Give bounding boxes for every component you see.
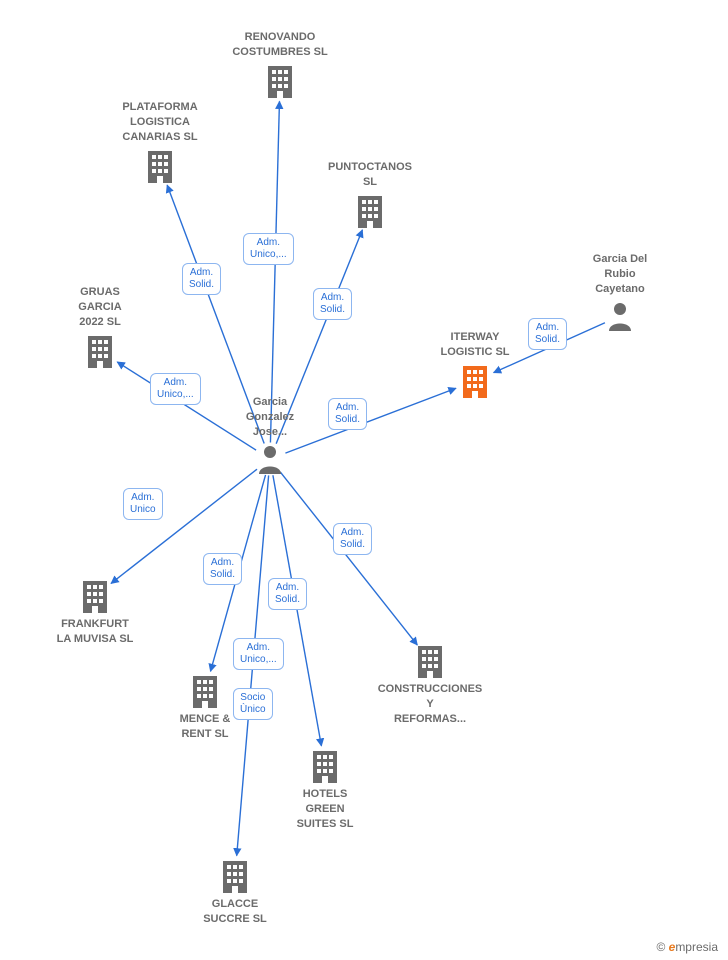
node-label: CONSTRUCCIONES Y REFORMAS... xyxy=(365,682,495,727)
building-icon xyxy=(260,749,390,783)
edge-line xyxy=(280,472,417,645)
node-puntoctanos: PUNTOCTANOS SL xyxy=(305,160,435,232)
node-gruas: GRUAS GARCIA 2022 SL xyxy=(35,285,165,372)
building-icon xyxy=(30,579,160,613)
edge-label: Socio Ùnico xyxy=(233,688,273,720)
edge-label: Adm. Solid. xyxy=(182,263,221,295)
node-label: PUNTOCTANOS SL xyxy=(305,160,435,190)
person-icon xyxy=(555,301,685,331)
node-iterway: ITERWAY LOGISTIC SL xyxy=(410,330,540,402)
node-label: RENOVANDO COSTUMBRES SL xyxy=(215,30,345,60)
node-label: PLATAFORMA LOGISTICA CANARIAS SL xyxy=(95,100,225,145)
edge-label: Adm. Unico xyxy=(123,488,163,520)
node-frankfurt: FRANKFURT LA MUVISA SL xyxy=(30,575,160,647)
node-renovando: RENOVANDO COSTUMBRES SL xyxy=(215,30,345,102)
building-icon xyxy=(410,364,540,398)
building-icon xyxy=(95,149,225,183)
edge-label: Adm. Unico,... xyxy=(233,638,284,670)
node-label: GLACCE SUCCRE SL xyxy=(170,897,300,927)
edge-label: Adm. Unico,... xyxy=(243,233,294,265)
node-label: Garcia Gonzalez Jose... xyxy=(205,395,335,440)
building-icon xyxy=(365,644,495,678)
building-icon xyxy=(305,194,435,228)
node-hotels: HOTELS GREEN SUITES SL xyxy=(260,745,390,832)
edge-label: Adm. Solid. xyxy=(333,523,372,555)
edge-label: Adm. Solid. xyxy=(313,288,352,320)
node-label: HOTELS GREEN SUITES SL xyxy=(260,787,390,832)
node-label: FRANKFURT LA MUVISA SL xyxy=(30,617,160,647)
edge-label: Adm. Solid. xyxy=(528,318,567,350)
node-label: GRUAS GARCIA 2022 SL xyxy=(35,285,165,330)
edge-label: Adm. Solid. xyxy=(203,553,242,585)
node-label: ITERWAY LOGISTIC SL xyxy=(410,330,540,360)
building-icon xyxy=(35,334,165,368)
brand-rest: mpresia xyxy=(675,940,718,954)
node-glacce: GLACCE SUCCRE SL xyxy=(170,855,300,927)
node-jose: Garcia Gonzalez Jose... xyxy=(205,395,335,478)
copyright-symbol: © xyxy=(656,940,665,954)
building-icon xyxy=(215,64,345,98)
node-plataforma: PLATAFORMA LOGISTICA CANARIAS SL xyxy=(95,100,225,187)
building-icon xyxy=(170,859,300,893)
node-label: Garcia Del Rubio Cayetano xyxy=(555,252,685,297)
node-cayetano: Garcia Del Rubio Cayetano xyxy=(555,252,685,335)
node-construcc: CONSTRUCCIONES Y REFORMAS... xyxy=(365,640,495,727)
edge-line xyxy=(270,101,279,442)
edge-line xyxy=(273,475,321,746)
edge-label: Adm. Solid. xyxy=(268,578,307,610)
copyright: © empresia xyxy=(656,940,718,954)
person-icon xyxy=(205,444,335,474)
edge-label: Adm. Unico,... xyxy=(150,373,201,405)
edge-label: Adm. Solid. xyxy=(328,398,367,430)
